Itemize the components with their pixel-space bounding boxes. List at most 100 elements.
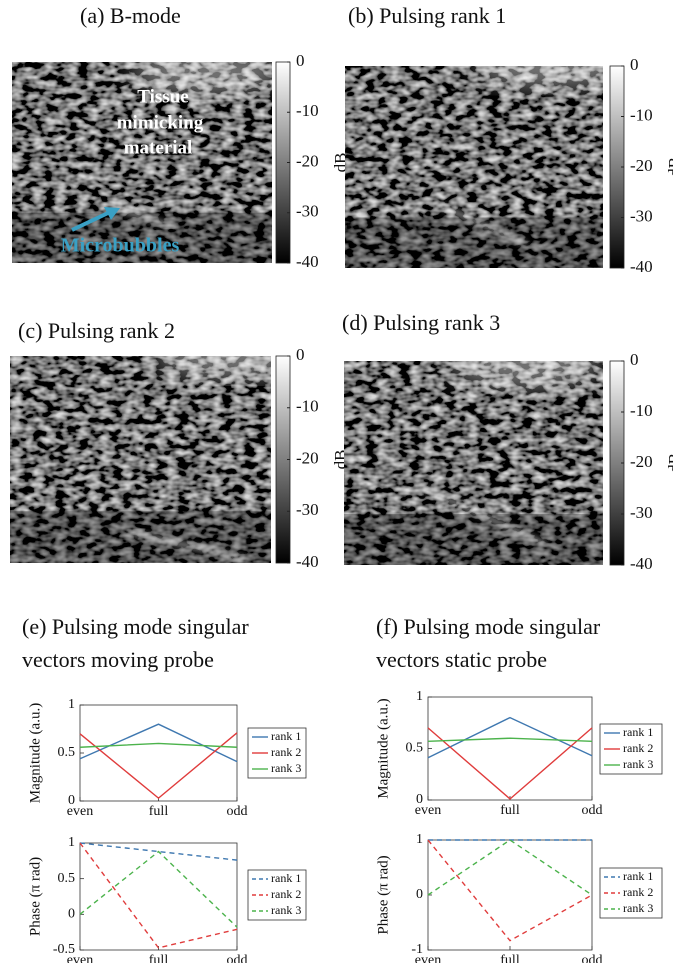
x-tick-label: full — [500, 953, 520, 963]
x-tick-label: even — [67, 953, 93, 963]
section-title: (e) Pulsing mode singular vectors moving… — [22, 614, 249, 672]
x-tick-label: odd — [582, 803, 603, 818]
legend-box — [599, 867, 663, 919]
x-tick-label: full — [149, 804, 169, 819]
section-title: (f) Pulsing mode singular vectors static… — [376, 614, 601, 672]
annotation: Tissue — [137, 86, 188, 107]
y-axis-label: Phase (π rad) — [375, 855, 391, 934]
bright-region — [474, 66, 603, 91]
legend-label: rank 2 — [271, 745, 301, 759]
series-line — [79, 732, 238, 800]
panel-title: (b) Pulsing rank 1 — [348, 3, 506, 28]
y-tick-label: -0.5 — [53, 942, 75, 957]
speckle — [344, 361, 603, 565]
legend-label: rank 3 — [271, 903, 301, 917]
colorbar-tick-label: -30 — [296, 202, 319, 221]
colorbar-tick-label: -10 — [630, 401, 653, 420]
y-tick-label: 0 — [416, 887, 423, 902]
y-tick-label: 0 — [68, 793, 75, 808]
x-tick-label: even — [415, 953, 441, 963]
y-tick-label: 0.5 — [406, 741, 424, 756]
bright-region — [447, 361, 603, 390]
colorbar-tick-label: -40 — [630, 257, 653, 276]
x-tick-label: full — [500, 803, 520, 818]
ultrasound-image — [10, 356, 271, 563]
legend-box — [247, 869, 307, 921]
panel-title: (a) B-mode — [80, 3, 181, 28]
ultrasound-image — [12, 62, 272, 263]
bubble-streak — [434, 201, 527, 247]
x-tick-label: odd — [582, 953, 603, 963]
shadow — [345, 217, 603, 268]
ultrasound-image — [345, 66, 603, 268]
annotation: mimicking — [117, 112, 204, 133]
y-tick-label: 0 — [68, 907, 75, 922]
y-axis-label: Magnitude (a.u.) — [375, 698, 391, 798]
series-line — [427, 716, 593, 759]
x-tick-label: odd — [227, 804, 248, 819]
bubble-streak — [110, 204, 174, 230]
y-tick-label: 1 — [68, 835, 75, 850]
y-tick-label: 0.5 — [58, 871, 76, 886]
legend-label: rank 2 — [271, 887, 301, 901]
colorbar-tick-label: 0 — [296, 345, 305, 364]
series-line — [427, 839, 593, 896]
bright-region — [129, 62, 272, 97]
speckle — [345, 66, 603, 268]
colorbar-tick-label: -20 — [630, 156, 653, 175]
axes-box — [79, 842, 238, 951]
legend-label: rank 1 — [271, 729, 301, 743]
colorbar-tick-label: -20 — [296, 151, 319, 170]
colorbar-tick-label: -20 — [630, 452, 653, 471]
annotation: material — [124, 137, 193, 158]
colorbar-tick-label: 0 — [630, 350, 639, 369]
y-tick-label: 1 — [416, 689, 423, 704]
series-line — [79, 842, 238, 949]
colorbar-tick-label: -30 — [630, 206, 653, 225]
axes-box — [79, 704, 238, 802]
x-tick-label: odd — [227, 953, 248, 963]
colorbar-tick-label: -40 — [630, 554, 653, 573]
panel-title: (d) Pulsing rank 3 — [342, 310, 500, 335]
legend-label: rank 1 — [623, 725, 653, 739]
colorbar-tick-label: 0 — [630, 55, 639, 74]
series-line — [79, 723, 238, 763]
colorbar-tick-label: -30 — [630, 503, 653, 522]
colorbar-label: dB — [665, 453, 673, 473]
colorbar-tick-label: -40 — [296, 552, 319, 571]
legend-label: rank 1 — [623, 869, 653, 883]
y-axis-label: Phase (π rad) — [27, 857, 43, 936]
colorbar-label: dB — [665, 157, 673, 177]
axes-box — [427, 696, 593, 801]
series-line — [79, 850, 238, 928]
colorbar-tick-label: 0 — [296, 51, 305, 70]
shadow — [344, 514, 603, 565]
panel-title: (c) Pulsing rank 2 — [18, 318, 175, 343]
annotation-arrowhead — [104, 207, 120, 220]
bright-region — [153, 356, 271, 381]
y-tick-label: 1 — [68, 697, 75, 712]
ultrasound-image — [344, 361, 603, 565]
bubble-streak — [126, 529, 246, 562]
y-tick-label: 0 — [416, 792, 423, 807]
y-tick-label: 0.5 — [58, 745, 76, 760]
series-line — [79, 742, 238, 748]
speckle — [10, 356, 271, 563]
series-line — [427, 839, 593, 942]
colorbar-tick-label: -20 — [296, 448, 319, 467]
x-tick-label: even — [67, 804, 93, 819]
speckle — [12, 62, 272, 263]
legend-label: rank 3 — [623, 901, 653, 915]
y-tick-label: -1 — [411, 942, 423, 957]
axes-box — [427, 839, 593, 951]
legend-label: rank 1 — [271, 871, 301, 885]
x-tick-label: even — [415, 803, 441, 818]
legend-label: rank 2 — [623, 885, 653, 899]
colorbar-tick-label: -10 — [296, 101, 319, 120]
colorbar-tick-label: -40 — [296, 252, 319, 271]
series-line — [427, 727, 593, 800]
colorbar-tick-label: -10 — [630, 105, 653, 124]
y-axis-label: Magnitude (a.u.) — [27, 703, 43, 803]
